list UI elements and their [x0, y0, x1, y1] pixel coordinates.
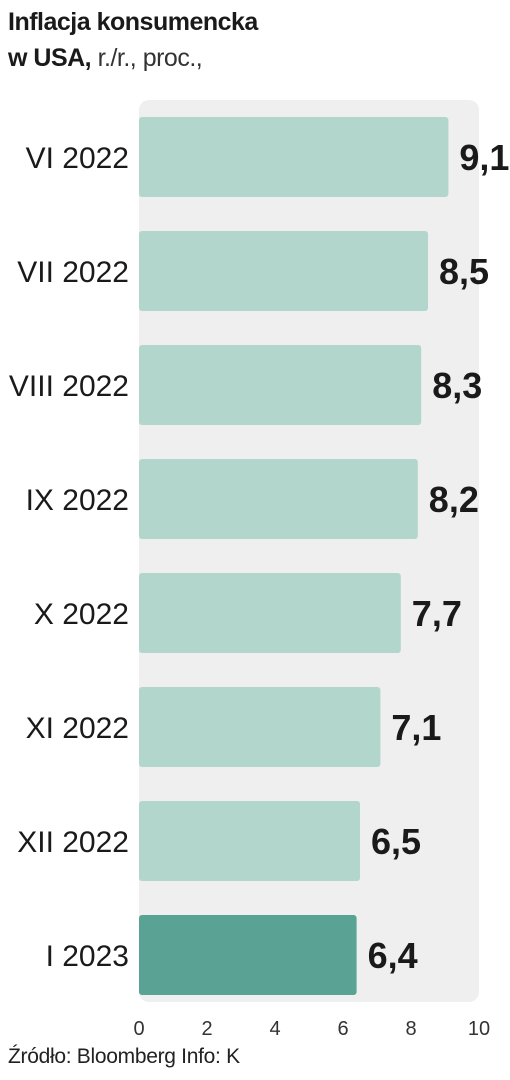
source-note: Źródło: Bloomberg Info: K: [8, 1045, 240, 1068]
value-label: 8,3: [432, 365, 482, 406]
x-tick-label: 4: [269, 1018, 280, 1040]
value-label: 8,2: [429, 479, 479, 520]
x-tick-label: 8: [405, 1018, 416, 1040]
category-label: IX 2022: [26, 484, 129, 517]
category-label: X 2022: [34, 598, 129, 631]
bar-chart: VI 2022 9,1 VII 2022 8,5 VIII 2022 8,3 IX 2022…: [9, 100, 509, 1040]
plot-background: [139, 100, 479, 1002]
bar: [139, 687, 381, 767]
x-tick-label: 6: [337, 1018, 348, 1040]
category-label: VIII 2022: [9, 370, 129, 403]
value-label: 6,4: [368, 935, 418, 976]
title-line-2: w USA, r./r., proc.,: [8, 40, 258, 76]
bar: [139, 459, 418, 539]
bar: [139, 231, 428, 311]
category-label: XI 2022: [26, 712, 129, 745]
x-tick-label: 0: [133, 1018, 144, 1040]
bar: [139, 573, 401, 653]
value-label: 6,5: [371, 821, 421, 862]
bar: [139, 915, 357, 995]
value-label: 9,1: [459, 137, 509, 178]
bar: [139, 801, 360, 881]
category-label: XII 2022: [17, 826, 129, 859]
value-label: 8,5: [439, 251, 489, 292]
title-line-2-rest: r./r., proc.,: [91, 44, 203, 72]
category-label: VI 2022: [26, 142, 129, 175]
title-line-2-bold: w USA,: [8, 44, 92, 72]
value-label: 7,7: [412, 593, 462, 634]
category-label: I 2023: [46, 940, 129, 973]
value-label: 7,1: [391, 707, 441, 748]
chart-title: Inflacja konsumencka w USA, r./r., proc.…: [8, 4, 258, 76]
x-tick-label: 2: [201, 1018, 212, 1040]
x-tick-label: 10: [468, 1018, 490, 1040]
bar: [139, 345, 422, 425]
title-line-1: Inflacja konsumencka: [8, 8, 258, 36]
bar: [139, 117, 449, 197]
category-label: VII 2022: [17, 256, 129, 289]
